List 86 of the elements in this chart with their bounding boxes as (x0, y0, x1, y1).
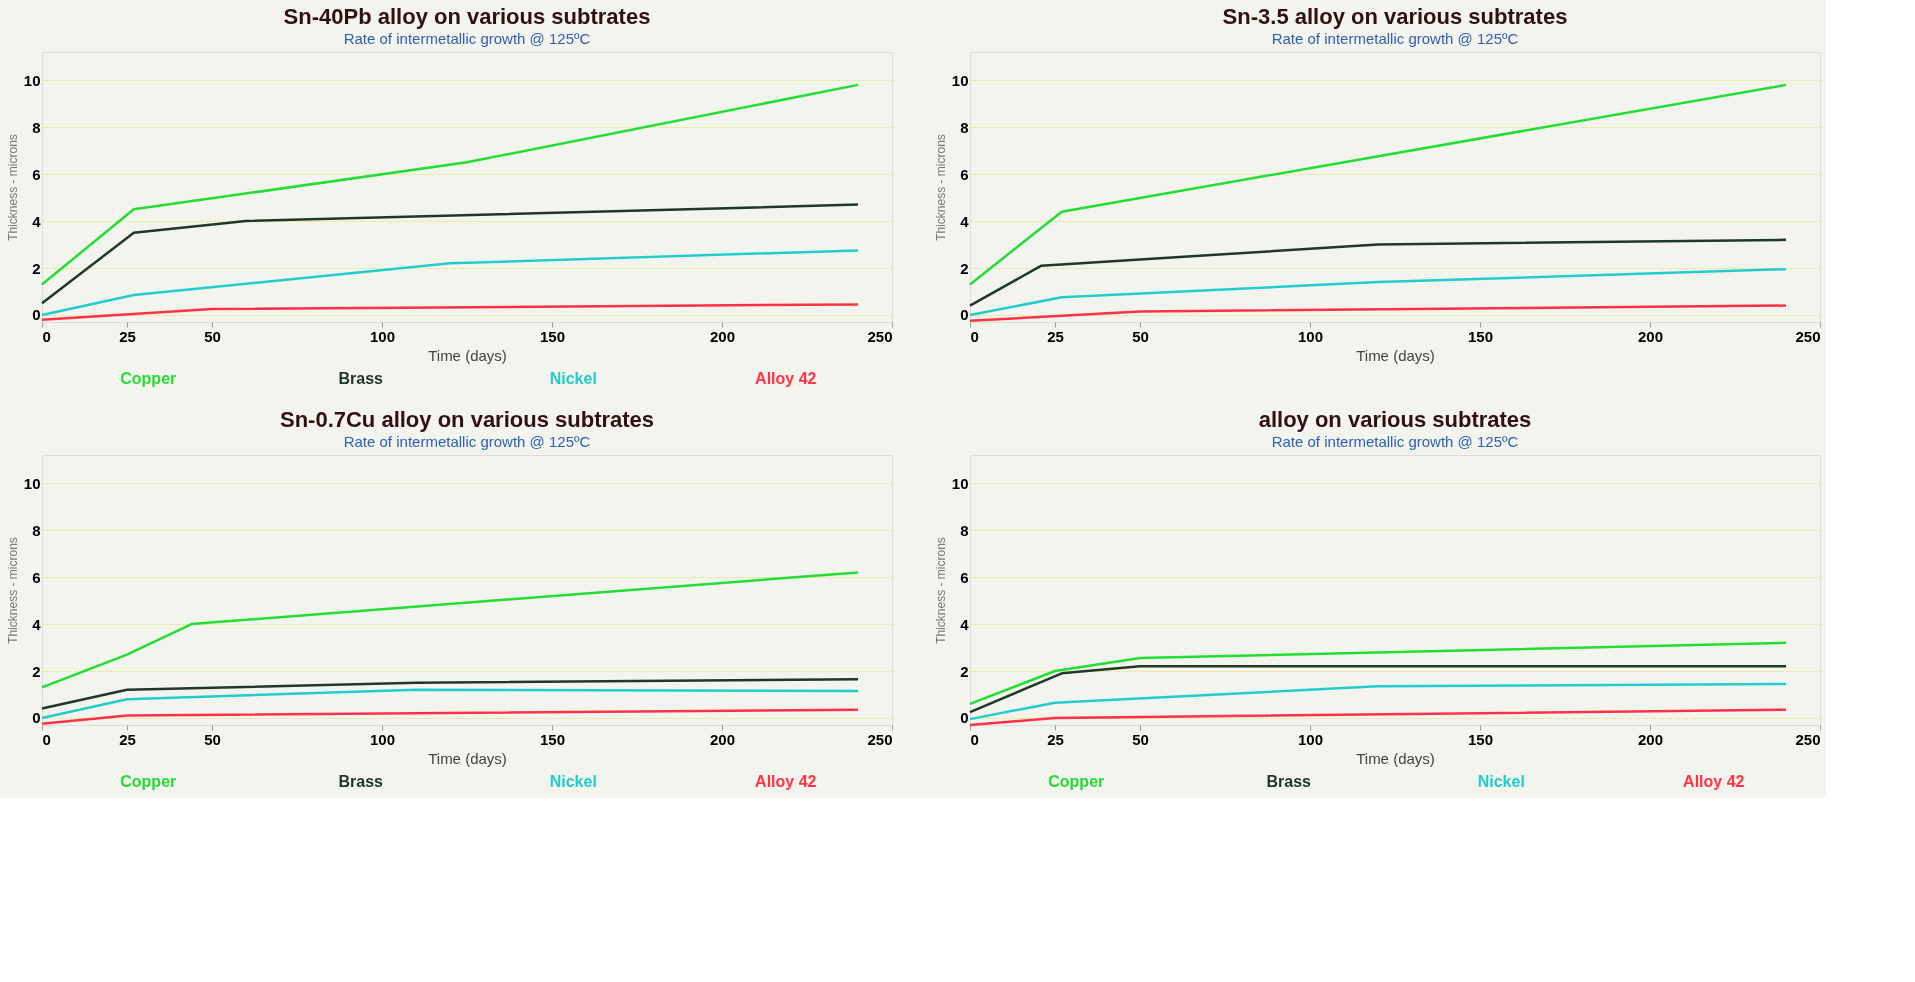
line-series (40, 677, 860, 710)
y-tick-label: 8 (960, 118, 969, 136)
y-tick-label: 4 (960, 615, 970, 633)
line-series (40, 83, 860, 286)
text: Alloy 42 (1683, 773, 1745, 790)
line-series (968, 267, 1788, 317)
text: Copper (120, 773, 177, 790)
text: Alloy 42 (755, 773, 817, 790)
y-tick-label: 2 (32, 259, 41, 277)
y-tick-label: 6 (960, 568, 969, 586)
y-tick-label: 8 (32, 521, 41, 539)
line-series (40, 249, 860, 317)
y-tick-label: 4 (32, 615, 42, 633)
y-axis-title: Thickness - microns (933, 134, 948, 241)
chart-title: Sn-3.5 alloy on various subtrates (1222, 4, 1568, 29)
x-tick-label: 100 (369, 730, 396, 748)
y-axis-title: Thickness - microns (933, 537, 948, 644)
y-tick-label: 2 (960, 259, 969, 277)
x-tick-label: 100 (1297, 327, 1324, 345)
x-tick-label: 100 (1297, 730, 1324, 748)
x-tick-label: 50 (204, 327, 221, 345)
text: Nickel (549, 370, 597, 387)
y-axis-title: Thickness - microns (5, 134, 20, 241)
text: Brass (1266, 773, 1312, 790)
text: Copper (1048, 773, 1105, 790)
y-tick-label: 6 (960, 165, 969, 183)
chart-title: Sn-0.7Cu alloy on various subtrates (279, 407, 655, 432)
text: Nickel (1477, 773, 1525, 790)
y-tick-label: 10 (951, 474, 969, 492)
x-tick-label: 25 (119, 730, 136, 748)
y-tick-label: 6 (32, 568, 41, 586)
x-axis-title: Time (days) (428, 346, 507, 364)
x-tick-label: 50 (204, 730, 221, 748)
x-tick-label: 150 (1467, 327, 1494, 345)
chart-title: Sn-40Pb alloy on various subtrates (283, 4, 651, 29)
y-tick-label: 0 (32, 306, 41, 324)
y-tick-label: 2 (960, 662, 969, 680)
line-series (40, 688, 860, 720)
x-tick-label: 25 (1047, 327, 1064, 345)
x-tick-label: 150 (1467, 730, 1494, 748)
x-tick-label: 200 (709, 730, 736, 748)
text: Brass (338, 773, 384, 790)
y-tick-label: 0 (32, 709, 41, 727)
x-axis-title: Time (days) (428, 749, 507, 767)
y-axis-title: Thickness - microns (5, 537, 20, 644)
x-tick-label: 25 (119, 327, 136, 345)
y-tick-label: 0 (960, 709, 969, 727)
x-tick-label: 250 (1795, 327, 1821, 345)
x-tick-label: 150 (539, 327, 566, 345)
x-tick-label: 50 (1132, 730, 1149, 748)
x-tick-label: 50 (1132, 327, 1149, 345)
text: Alloy 42 (755, 370, 817, 387)
y-tick-label: 4 (32, 212, 42, 230)
x-tick-label: 200 (709, 327, 736, 345)
y-tick-label: 10 (23, 474, 41, 492)
x-axis-title: Time (days) (1356, 346, 1435, 364)
chart-subtitle: Rate of intermetallic growth @ 125ºC (1271, 30, 1519, 47)
y-tick-label: 6 (32, 165, 41, 183)
chart-subtitle: Rate of intermetallic growth @ 125ºC (343, 30, 591, 47)
x-tick-label: 200 (1637, 730, 1664, 748)
y-tick-label: 10 (951, 71, 969, 89)
x-tick-label: 250 (867, 327, 893, 345)
line-series (968, 682, 1788, 721)
line-series (40, 571, 860, 689)
chart-title: alloy on various subtrates (1258, 407, 1532, 432)
y-tick-label: 4 (960, 212, 970, 230)
x-tick-label: 200 (1637, 327, 1664, 345)
line-series (968, 238, 1788, 307)
text: Brass (338, 370, 384, 387)
chart-subtitle: Rate of intermetallic growth @ 125ºC (343, 433, 591, 450)
line-series (40, 203, 860, 305)
x-axis-title: Time (days) (1356, 749, 1435, 767)
line-series (968, 641, 1788, 706)
y-tick-label: 10 (23, 71, 41, 89)
x-tick-label: 100 (369, 327, 396, 345)
x-tick-label: 250 (1795, 730, 1821, 748)
x-tick-label: 25 (1047, 730, 1064, 748)
chart-subtitle: Rate of intermetallic growth @ 125ºC (1271, 433, 1519, 450)
y-tick-label: 8 (32, 118, 41, 136)
y-tick-label: 8 (960, 521, 969, 539)
x-tick-label: 250 (867, 730, 893, 748)
text: Copper (120, 370, 177, 387)
text: Nickel (549, 773, 597, 790)
y-tick-label: 2 (32, 662, 41, 680)
y-tick-label: 0 (960, 306, 969, 324)
x-tick-label: 150 (539, 730, 566, 748)
